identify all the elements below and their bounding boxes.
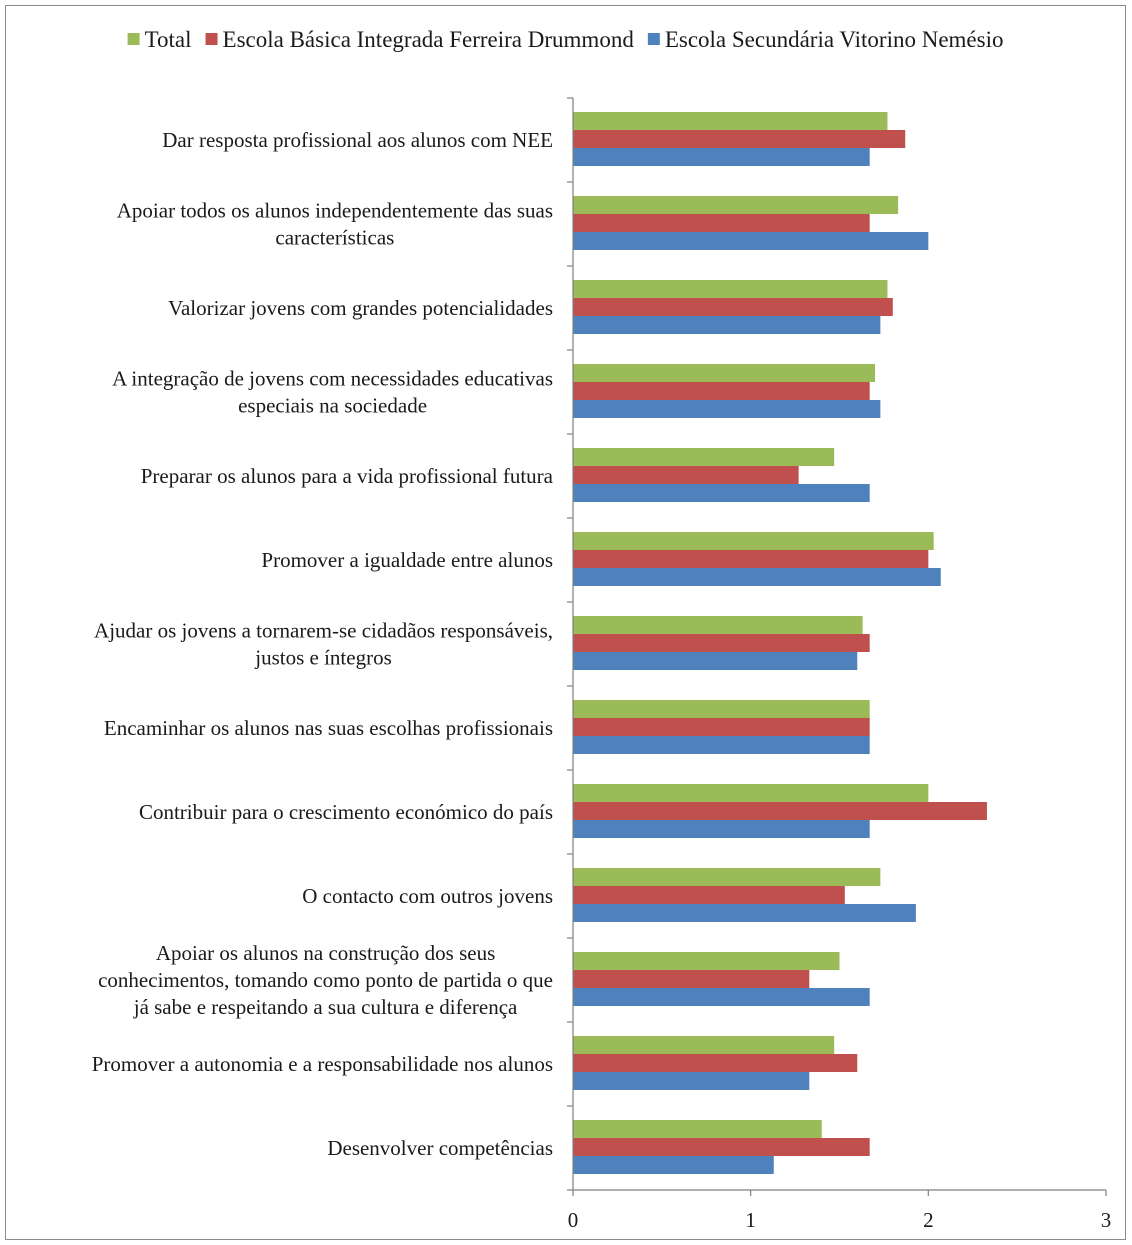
bar-3-1 [573, 148, 870, 166]
category-label: A integração de jovens com necessidades … [112, 367, 553, 418]
bar-1-12 [573, 1036, 835, 1054]
bar-2-1 [573, 130, 906, 148]
bar-1-7 [573, 616, 863, 634]
bar-2-9 [573, 802, 987, 820]
bar-3-4 [573, 400, 881, 418]
axes: 0 1 2 3 [567, 97, 1112, 1232]
bar-2-13 [573, 1138, 870, 1156]
bar-3-6 [573, 568, 941, 586]
bar-3-2 [573, 232, 929, 250]
bars [573, 112, 987, 1174]
bar-1-4 [573, 364, 876, 382]
category-label: Preparar os alunos para a vida profissio… [141, 464, 554, 488]
bar-3-7 [573, 652, 858, 670]
category-label: Contribuir para o crescimento económico … [139, 800, 553, 824]
category-label: Promover a igualdade entre alunos [261, 548, 553, 572]
bar-2-6 [573, 550, 929, 568]
legend-swatch-1 [127, 33, 140, 45]
bar-2-7 [573, 634, 870, 652]
bar-3-3 [573, 316, 881, 334]
category-label: Promover a autonomia e a responsabilidad… [92, 1052, 553, 1076]
bar-1-13 [573, 1120, 822, 1138]
bar-1-5 [573, 448, 835, 466]
bar-3-12 [573, 1072, 810, 1090]
bar-1-11 [573, 952, 840, 970]
bar-2-5 [573, 466, 799, 484]
chart-frame [5, 5, 1126, 1240]
bar-3-10 [573, 904, 916, 922]
bar-2-12 [573, 1054, 858, 1072]
bar-2-10 [573, 886, 845, 904]
category-label: Apoiar os alunos na construção dos seus c… [98, 941, 553, 1019]
bar-1-1 [573, 112, 888, 130]
category-label: Encaminhar os alunos nas suas escolhas p… [104, 716, 553, 740]
category-label: Ajudar os jovens a tornarem-se cidadãos … [94, 619, 553, 670]
bar-2-4 [573, 382, 870, 400]
bar-1-9 [573, 784, 929, 802]
category-label: Dar resposta profissional aos alunos com… [162, 128, 553, 152]
x-tick-label: 2 [923, 1208, 934, 1232]
bar-2-3 [573, 298, 893, 316]
bar-3-11 [573, 988, 870, 1006]
bar-1-2 [573, 196, 899, 214]
legend-label-3: Escola Secundária Vitorino Nemésio [665, 27, 1004, 52]
category-label: Valorizar jovens com grandes potencialid… [168, 296, 553, 320]
bar-1-6 [573, 532, 934, 550]
legend-label-1: Total [145, 27, 192, 52]
bar-3-9 [573, 820, 870, 838]
bar-3-5 [573, 484, 870, 502]
category-labels: Dar resposta profissional aos alunos com… [92, 128, 554, 1160]
legend-swatch-2 [205, 33, 218, 45]
legend: Total Escola Básica Integrada Ferreira Dr… [127, 27, 1004, 52]
bar-1-10 [573, 868, 881, 886]
x-tick-label: 0 [568, 1208, 579, 1232]
bar-1-3 [573, 280, 888, 298]
bar-3-13 [573, 1156, 774, 1174]
category-label: Apoiar todos os alunos independentemente… [117, 199, 553, 250]
legend-swatch-3 [647, 33, 660, 45]
x-tick-label: 3 [1101, 1208, 1112, 1232]
bar-2-11 [573, 970, 810, 988]
category-label: Desenvolver competências [327, 1136, 553, 1160]
bar-2-8 [573, 718, 870, 736]
bar-2-2 [573, 214, 870, 232]
legend-label-2: Escola Básica Integrada Ferreira Drummon… [223, 27, 635, 52]
category-label: O contacto com outros jovens [302, 884, 553, 908]
bar-3-8 [573, 736, 870, 754]
x-tick-label: 1 [745, 1208, 756, 1232]
bar-1-8 [573, 700, 870, 718]
